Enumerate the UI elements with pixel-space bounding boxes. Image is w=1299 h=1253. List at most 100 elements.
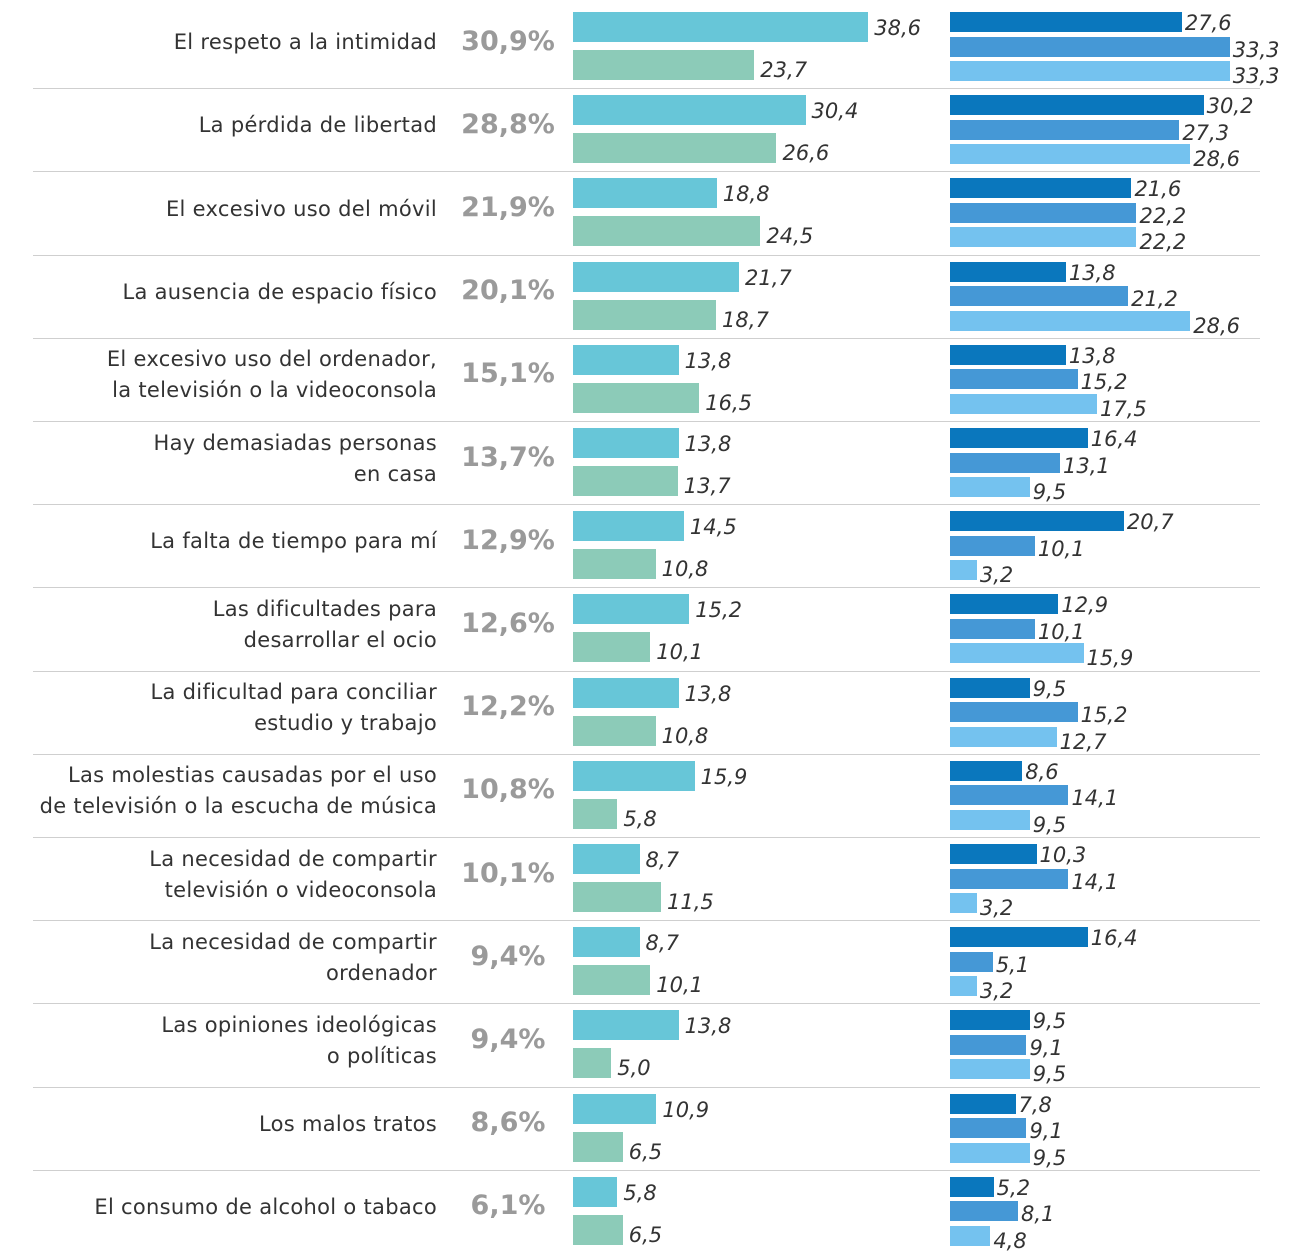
value-label: 15,9 xyxy=(1086,646,1134,671)
bar xyxy=(950,119,1180,140)
value-label: 9,5 xyxy=(1032,676,1067,701)
value-label: 23,7 xyxy=(760,58,808,82)
bar xyxy=(950,976,977,997)
category-label: El respeto a la intimidad xyxy=(173,30,437,55)
category-label: Las dificultades para desarrollar el oci… xyxy=(212,597,437,652)
value-label: 9,1 xyxy=(1029,1119,1063,1144)
total-label: 12,6% xyxy=(461,608,555,639)
bar xyxy=(950,868,1069,889)
bar xyxy=(950,594,1059,615)
separator xyxy=(33,88,1260,90)
value-label: 5,8 xyxy=(623,1180,657,1205)
value-label: 3,2 xyxy=(979,979,1014,1004)
bar xyxy=(573,382,700,413)
value-label: 21,6 xyxy=(1134,177,1182,202)
bar xyxy=(950,452,1061,473)
value-label: 10,8 xyxy=(661,723,709,748)
value-label: 5,0 xyxy=(617,1056,651,1081)
total-label: 20,1% xyxy=(461,275,555,307)
value-label: 8,1 xyxy=(1021,1202,1055,1227)
value-label: 16,4 xyxy=(1090,926,1138,951)
bar xyxy=(950,310,1191,331)
value-label: 13,1 xyxy=(1063,453,1110,478)
bar xyxy=(950,1093,1016,1114)
bar xyxy=(950,951,993,972)
value-label: 10,9 xyxy=(662,1097,710,1122)
category-label: Las molestias causadas por el uso de tel… xyxy=(39,763,437,819)
total-label: 10,8% xyxy=(461,774,555,806)
bar xyxy=(950,144,1191,165)
bar xyxy=(950,344,1066,365)
bar xyxy=(950,1201,1019,1222)
separator xyxy=(33,920,1260,922)
bar xyxy=(950,428,1088,448)
value-label: 12,9 xyxy=(1061,593,1109,618)
bar xyxy=(573,1176,618,1207)
bar xyxy=(573,677,679,708)
category-label: La dificultad para conciliar estudio y t… xyxy=(150,680,437,736)
bar xyxy=(950,560,977,581)
value-label: 10,1 xyxy=(1037,536,1085,561)
value-label: 10,1 xyxy=(656,640,704,665)
value-label: 10,1 xyxy=(1037,619,1085,644)
bar xyxy=(573,216,761,247)
value-label: 13,8 xyxy=(1068,343,1116,368)
total-label: 8,6% xyxy=(470,1107,546,1139)
bar xyxy=(950,12,1182,32)
separator xyxy=(33,421,1260,422)
separator xyxy=(33,1003,1260,1005)
value-label: 30,2 xyxy=(1206,94,1254,119)
bar xyxy=(950,1176,994,1197)
total-label: 15,1% xyxy=(461,358,555,390)
value-label: 3,2 xyxy=(979,563,1014,588)
value-label: 24,5 xyxy=(766,224,814,249)
value-label: 20,7 xyxy=(1126,510,1174,535)
value-label: 5,1 xyxy=(995,952,1030,977)
value-label: 14,5 xyxy=(689,515,737,540)
value-label: 10,1 xyxy=(656,973,704,998)
bar xyxy=(950,535,1035,556)
bar xyxy=(573,178,717,209)
bar xyxy=(573,965,651,996)
bar xyxy=(950,677,1030,698)
value-label: 18,7 xyxy=(722,307,769,332)
bar xyxy=(950,369,1078,390)
value-label: 8,7 xyxy=(645,931,679,956)
value-label: 8,6 xyxy=(1025,759,1059,784)
value-label: 4,8 xyxy=(993,1228,1027,1253)
bar xyxy=(950,1010,1030,1031)
total-label: 13,7% xyxy=(461,441,555,473)
separator xyxy=(33,1086,1260,1088)
value-label: 22,2 xyxy=(1139,230,1187,255)
separator xyxy=(33,337,1260,339)
value-label: 15,2 xyxy=(1080,703,1128,728)
bar xyxy=(573,715,656,746)
value-label: 28,6 xyxy=(1193,147,1240,172)
bar xyxy=(573,1048,612,1079)
separator xyxy=(33,670,1260,672)
bar xyxy=(573,511,684,542)
total-label: 10,1% xyxy=(461,857,555,889)
bar xyxy=(573,760,695,791)
bar xyxy=(950,844,1037,864)
category-label: El excesivo uso del ordenador, la televi… xyxy=(106,347,437,403)
bar xyxy=(950,95,1204,116)
bar xyxy=(573,798,618,829)
category-label: La pérdida de libertad xyxy=(198,113,437,138)
total-label: 9,4% xyxy=(470,1024,546,1055)
bar xyxy=(573,594,690,625)
value-label: 13,8 xyxy=(684,432,732,456)
bar xyxy=(950,643,1084,664)
bar xyxy=(573,133,777,164)
bar xyxy=(950,760,1023,781)
bar xyxy=(573,95,806,126)
value-label: 27,3 xyxy=(1182,120,1230,145)
bar xyxy=(950,36,1230,57)
bar xyxy=(950,477,1030,497)
value-label: 9,5 xyxy=(1032,812,1067,837)
bar xyxy=(573,344,679,375)
value-label: 5,8 xyxy=(623,806,657,831)
bar xyxy=(573,50,755,80)
value-label: 9,5 xyxy=(1032,1009,1067,1034)
bar xyxy=(573,466,678,496)
